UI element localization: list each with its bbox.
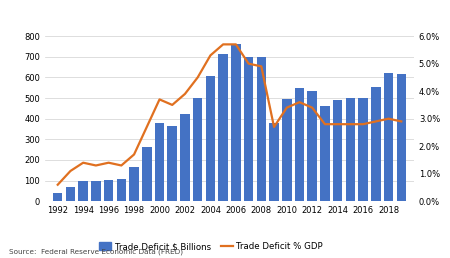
Bar — [320, 106, 330, 201]
Bar — [384, 73, 393, 201]
Bar — [295, 88, 304, 201]
Bar — [78, 181, 88, 201]
Text: Source:  Federal Reserve Economic Data (FRED): Source: Federal Reserve Economic Data (F… — [9, 249, 183, 255]
Bar — [358, 98, 368, 201]
Bar — [206, 76, 215, 201]
Bar — [180, 114, 190, 201]
Bar — [193, 98, 202, 201]
Bar — [66, 187, 75, 201]
Bar — [167, 126, 177, 201]
Bar — [346, 98, 355, 201]
Bar — [117, 179, 126, 201]
Bar — [371, 87, 381, 201]
Bar — [53, 193, 63, 201]
Bar — [104, 180, 113, 201]
Bar — [129, 167, 139, 201]
Bar — [396, 74, 406, 201]
Bar — [91, 181, 101, 201]
Bar — [307, 91, 317, 201]
Bar — [333, 100, 342, 201]
Text: U.S. Trade Deficit 1992 - 2019 ($ Billions and % GDP): U.S. Trade Deficit 1992 - 2019 ($ Billio… — [76, 10, 374, 20]
Bar — [142, 147, 152, 201]
Bar — [282, 99, 292, 201]
Bar — [269, 123, 279, 201]
Bar — [244, 57, 253, 201]
Bar — [231, 44, 241, 201]
Legend: Trade Deficit $ Billions, Trade Deficit % GDP: Trade Deficit $ Billions, Trade Deficit … — [95, 239, 327, 254]
Bar — [218, 54, 228, 201]
Bar — [256, 57, 266, 201]
Bar — [155, 123, 164, 201]
